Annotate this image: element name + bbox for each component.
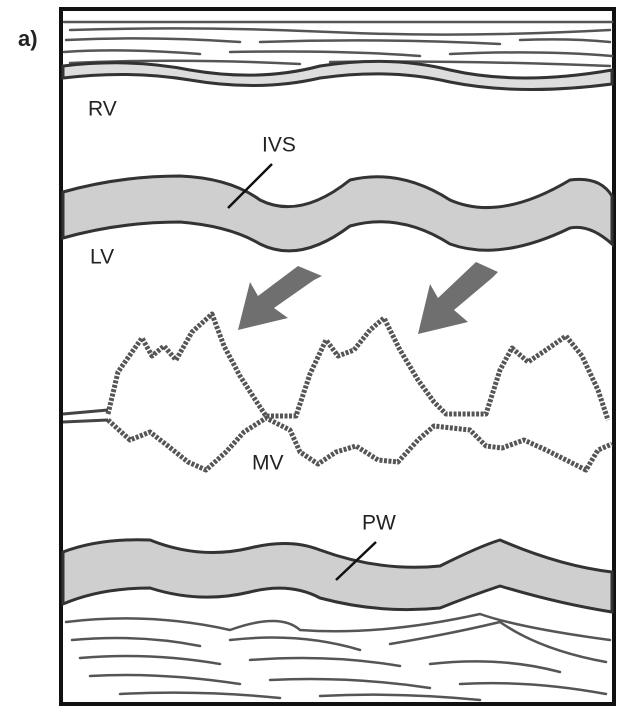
label: LV	[90, 246, 114, 269]
label: IVS	[262, 134, 296, 157]
leader-line	[227, 163, 377, 581]
arrow	[238, 262, 498, 334]
rv-wall-edge	[61, 59, 614, 92]
label: MV	[252, 452, 284, 475]
posterior-texture	[64, 612, 612, 702]
panel-label: a)	[18, 26, 38, 51]
mitral-valve	[105, 311, 613, 473]
ivs-band	[61, 174, 614, 253]
label: PW	[362, 512, 396, 535]
mv-baseline	[62, 408, 109, 424]
pw-band	[61, 538, 614, 614]
label: RV	[88, 98, 117, 121]
